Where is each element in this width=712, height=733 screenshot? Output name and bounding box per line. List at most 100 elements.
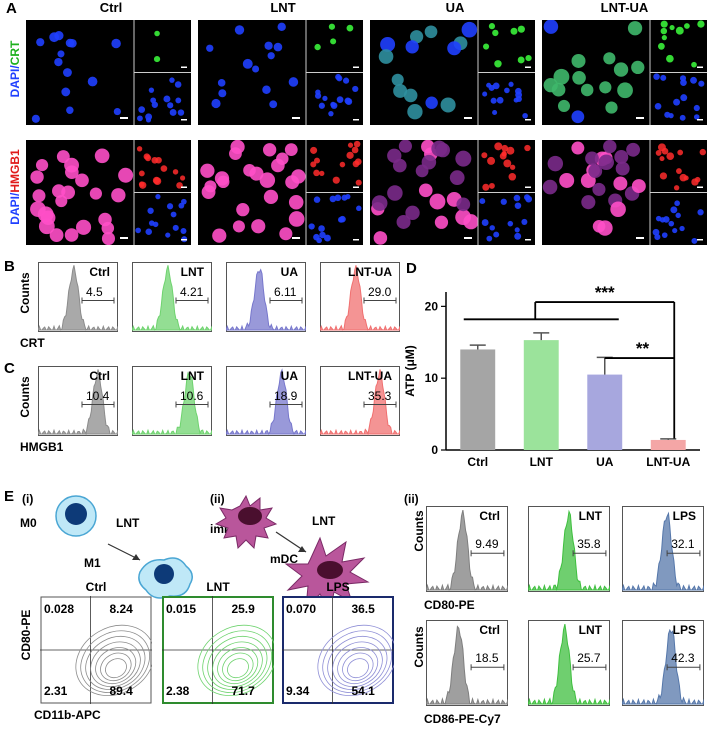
contour-quadrant-value: 0.070 [286, 602, 317, 616]
bar-lnt [523, 340, 559, 450]
hmgb1-histogram-fill-ctrl [38, 369, 118, 436]
group-title-lnt-ua: LNT-UA [600, 0, 649, 15]
contour-quadrant-value: 36.5 [351, 602, 375, 616]
mdc-label: mDC [270, 552, 299, 566]
hmgb1-histogram-lnt [132, 366, 212, 436]
contour-plot-lps [282, 596, 394, 704]
panel-e-label: E [4, 488, 15, 505]
crt-histogram-fill-ua [226, 268, 306, 331]
cd80-histogram-value-lps: 32.1 [671, 537, 695, 552]
row2-channel-label: DAPI/HMGB1 [8, 149, 22, 225]
hmgb1-histogram-label-lnt-ua: LNT-UA [348, 369, 392, 383]
contour-quadrant-value: 0.015 [166, 602, 197, 616]
cd80-histogram-ctrl [426, 506, 508, 592]
cd86-histogram-value-lnt: 25.7 [577, 651, 601, 666]
cd86-histogram-fill-ctrl [426, 625, 508, 705]
cd80-histogram-value-lnt: 35.8 [577, 537, 601, 552]
crt-histogram-value-ua: 6.11 [274, 284, 297, 299]
cd86-histogram-fill-lps [622, 628, 704, 705]
hmgb1-histogram-label-ua: UA [280, 369, 298, 383]
panel-e-sub-ii-right-label: (ii) [404, 492, 419, 506]
cd86-histogram-label-lps: LPS [672, 623, 696, 637]
significance-label-1: *** [595, 283, 615, 302]
x-tick-label-lnt-ua: LNT-UA [646, 455, 690, 469]
m0-cell-icon [55, 495, 97, 537]
contour-quadrant-value: 9.34 [286, 684, 310, 698]
cd80-histogram-label-lnt: LNT [578, 509, 602, 523]
y-axis-title: ATP (μM) [403, 345, 417, 397]
cell-cartoons [55, 494, 370, 600]
hmgb1-micrograph-ua [370, 140, 535, 245]
hmgb1-histogram-value-lnt-ua: 35.3 [368, 388, 392, 403]
hmgb1-histogram-ua [226, 366, 306, 436]
panel-b-y-axis: Counts [18, 272, 32, 314]
hmgb1-histogram-value-ctrl: 10.4 [86, 388, 110, 403]
hmgb1-micrograph-lnt-ua [542, 140, 707, 245]
cd86-histogram-value-ctrl: 18.5 [475, 651, 499, 666]
crt-micrograph-ua [370, 20, 535, 125]
crt-histogram-value-ctrl: 4.5 [86, 284, 103, 299]
crt-histogram-value-lnt-ua: 29.0 [368, 284, 392, 299]
cd80-histogram-lps [622, 506, 704, 592]
cd86-x-axis: CD86-PE-Cy7 [424, 712, 501, 726]
cd80-histogram-fill-lnt [528, 509, 610, 592]
panel-c-x-axis: HMGB1 [20, 440, 64, 454]
crt-micrograph-lnt-ua [542, 20, 707, 125]
cd86-histogram-value-lps: 42.3 [671, 651, 695, 666]
contour-plot-label-ctrl: Ctrl [85, 580, 107, 594]
panel-e-sub-i-label: (i) [22, 492, 34, 506]
hmgb1-histogram-value-lnt: 10.6 [180, 388, 204, 403]
crt-histogram-ctrl [38, 262, 118, 332]
hmgb1-histogram-value-ua: 18.9 [274, 388, 298, 403]
crt-histogram-label-ua: UA [280, 265, 298, 279]
cd86-histogram-label-lnt: LNT [578, 623, 602, 637]
cd80-histogram-label-lps: LPS [672, 509, 696, 523]
m1-cell-icon [138, 557, 193, 599]
panel-b-label: B [4, 258, 15, 275]
panel-a-label: A [6, 0, 17, 17]
contour-quadrant-value: 89.4 [109, 684, 133, 698]
imdc-cell-icon [214, 494, 278, 550]
contour-plot-label-lps: LPS [326, 580, 350, 594]
contour-quadrant-value: 71.7 [231, 684, 255, 698]
cd86-y-axis: Counts [412, 626, 426, 668]
crt-histogram-lnt [132, 262, 212, 332]
cd86-histogram-lps [622, 620, 704, 706]
cd86-histogram-label-ctrl: Ctrl [479, 623, 500, 637]
cd80-x-axis: CD80-PE [424, 598, 475, 612]
crt-histogram-fill-ctrl [38, 265, 118, 331]
cd86-histogram-fill-lnt [528, 623, 610, 705]
crt-histogram-label-lnt-ua: LNT-UA [348, 265, 392, 279]
contour-plot-ctrl [40, 596, 152, 704]
crt-histogram-ua [226, 262, 306, 332]
lnt-arrow-label-1: LNT [116, 516, 140, 530]
contour-x-axis: CD11b-APC [34, 708, 101, 722]
hmgb1-histogram-fill-lnt [132, 371, 212, 436]
hmgb1-histogram-label-ctrl: Ctrl [89, 369, 110, 383]
panel-c-label: C [4, 360, 15, 377]
hmgb1-histogram-lnt-ua [320, 366, 400, 436]
group-title-ua: UA [445, 0, 465, 15]
hmgb1-histogram-fill-ua [226, 368, 306, 436]
contour-quadrant-value: 0.028 [44, 602, 75, 616]
crt-histogram-fill-lnt-ua [320, 265, 400, 331]
contour-plot-label-lnt: LNT [206, 580, 230, 594]
contour-quadrant-value: 54.1 [351, 684, 375, 698]
cd80-histogram-value-ctrl: 9.49 [475, 537, 499, 552]
cd80-histogram-lnt [528, 506, 610, 592]
panel-d-label: D [406, 260, 417, 277]
crt-histogram-label-lnt: LNT [180, 265, 204, 279]
crt-histogram-label-ctrl: Ctrl [89, 265, 110, 279]
crt-histogram-fill-lnt [132, 265, 212, 331]
contour-y-axis: CD80-PE [19, 609, 33, 661]
panel-b-x-axis: CRT [20, 336, 45, 350]
cd80-histogram-fill-lps [622, 511, 704, 591]
lnt-arrow-label-2: LNT [312, 514, 336, 528]
row1-channel-label: DAPI/CRT [8, 40, 22, 98]
crt-histogram-value-lnt: 4.21 [180, 284, 204, 299]
crt-micrograph-lnt [198, 20, 363, 125]
contour-plot-lnt [162, 596, 274, 704]
hmgb1-histogram-ctrl [38, 366, 118, 436]
contour-quadrant-value: 25.9 [231, 602, 255, 616]
